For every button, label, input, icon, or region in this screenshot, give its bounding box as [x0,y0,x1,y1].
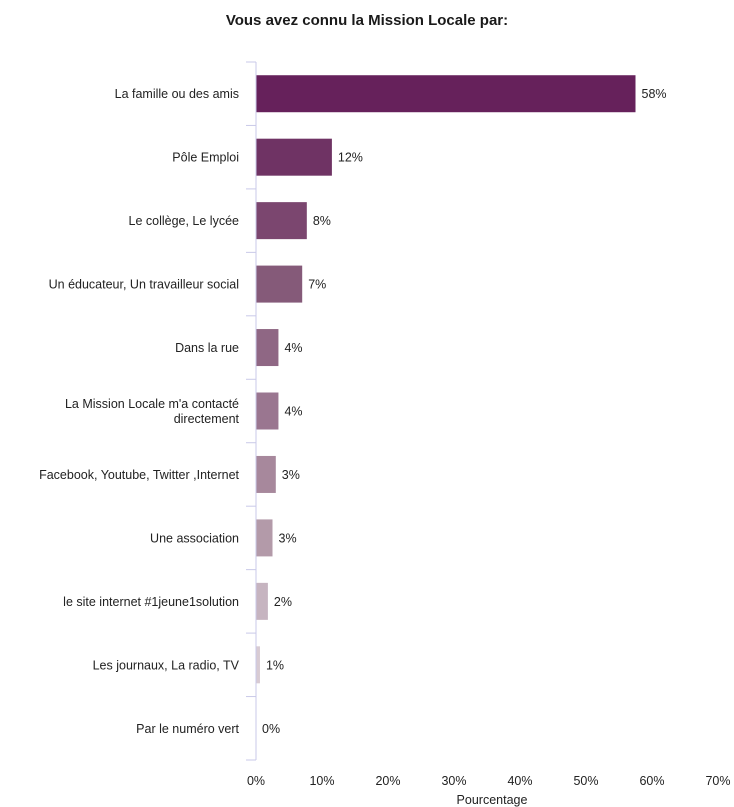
x-tick-label: 40% [507,774,532,788]
value-label: 0% [262,722,280,736]
value-label: 1% [266,658,284,672]
x-tick-label: 60% [639,774,664,788]
bar [256,138,332,176]
x-tick-label: 50% [573,774,598,788]
category-label: Par le numéro vert [136,722,239,736]
value-label: 58% [642,87,667,101]
x-tick-label: 0% [247,774,265,788]
bar [256,75,636,113]
value-label: 4% [284,405,302,419]
category-label: Le collège, Le lycée [129,214,240,228]
value-label: 12% [338,151,363,165]
value-label: 3% [279,531,297,545]
bar [256,519,273,557]
bar [256,455,276,493]
value-label: 4% [284,341,302,355]
category-label: Pôle Emploi [172,151,239,165]
x-axis-title: Pourcentage [457,793,528,807]
value-label: 8% [313,214,331,228]
category-label: Les journaux, La radio, TV [93,658,240,672]
category-label: La Mission Locale m'a contacté directemen… [65,397,240,426]
category-labels: La famille ou des amis Pôle Emploi Le coll… [39,87,240,736]
category-label: Une association [150,531,239,545]
value-label: 2% [274,595,292,609]
category-label: Dans la rue [175,341,239,355]
category-label: le site internet #1jeune1solution [63,595,239,609]
bar [256,202,307,240]
axes: 0% 10% 20% 30% 40% 50% 60% 70% [246,61,731,788]
category-label: Facebook, Youtube, Twitter ,Internet [39,468,239,482]
x-tick-label: 20% [375,774,400,788]
bar [256,392,279,430]
chart-title: Vous avez connu la Mission Locale par: [226,12,508,29]
x-tick-label: 10% [309,774,334,788]
x-tick-label: 70% [705,774,730,788]
category-label: La famille ou des amis [115,87,239,101]
value-label: 3% [282,468,300,482]
bar [256,265,303,303]
bar [256,646,260,684]
bar [256,329,279,367]
x-tick-label: 30% [441,774,466,788]
value-labels: 58% 12% 8% 7% 4% 4% 3% 3% 2% 1% 0% [262,87,667,736]
value-label: 7% [308,278,326,292]
bar [256,582,268,620]
category-label: Un éducateur, Un travailleur social [49,278,239,292]
bars-layer [256,75,636,684]
